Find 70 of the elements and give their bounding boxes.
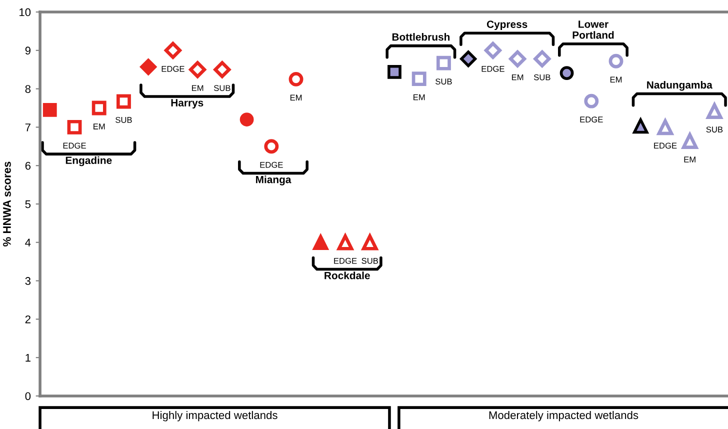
point bbox=[362, 234, 378, 250]
y-tick-label: 2 bbox=[25, 315, 30, 324]
point bbox=[632, 118, 648, 134]
point bbox=[337, 234, 354, 250]
point bbox=[313, 234, 328, 250]
point bbox=[164, 42, 182, 59]
text: Rockdale bbox=[324, 272, 370, 280]
data-label: EDGE bbox=[580, 116, 603, 122]
text: Moderately impacted wetlands bbox=[489, 410, 638, 422]
point bbox=[42, 102, 57, 117]
data-label: EM bbox=[414, 94, 425, 100]
point bbox=[436, 56, 451, 70]
data-label: EM bbox=[610, 76, 622, 82]
data-label: SUB bbox=[214, 85, 230, 92]
data-label: EM bbox=[290, 94, 302, 101]
y-tick-label: 6 bbox=[25, 162, 31, 170]
point bbox=[264, 139, 279, 154]
data-label: EDGE bbox=[260, 162, 283, 168]
y-tick-label: 0 bbox=[25, 392, 31, 400]
data-label: SUB bbox=[706, 126, 723, 132]
point bbox=[240, 112, 254, 126]
point bbox=[682, 133, 698, 149]
series-label: Bottlebrush bbox=[392, 33, 450, 41]
point bbox=[140, 58, 157, 76]
point bbox=[388, 64, 402, 79]
data-label: EDGE bbox=[334, 258, 357, 264]
text: Mianga bbox=[256, 176, 292, 186]
data-label: SUB bbox=[436, 78, 452, 84]
point bbox=[560, 66, 574, 80]
data-label: EDGE bbox=[482, 66, 504, 72]
point bbox=[534, 50, 551, 68]
data-label: EM bbox=[192, 85, 204, 91]
point bbox=[460, 50, 477, 68]
series-label: Cypress bbox=[486, 20, 528, 30]
point bbox=[608, 54, 624, 68]
point bbox=[657, 119, 674, 136]
point bbox=[214, 61, 231, 78]
data-label: SUB bbox=[362, 258, 378, 264]
point bbox=[67, 120, 82, 134]
data-label: EM bbox=[684, 156, 696, 162]
point bbox=[92, 100, 106, 116]
y-tick-label: 4 bbox=[25, 238, 31, 246]
data-label: EDGE bbox=[654, 142, 677, 149]
data-label: EDGE bbox=[162, 66, 184, 72]
point bbox=[116, 94, 131, 109]
y-tick-label: 8 bbox=[25, 85, 31, 93]
point bbox=[484, 42, 502, 59]
y-tick-label: 5 bbox=[25, 200, 31, 208]
text: Engadine bbox=[66, 156, 112, 166]
y-axis-title: % HNWA scores bbox=[3, 162, 11, 246]
data-label: SUB bbox=[534, 74, 550, 80]
y-tick-label: 1 bbox=[26, 354, 30, 362]
text: Harrys bbox=[171, 99, 204, 108]
data-label: EM bbox=[512, 74, 524, 80]
data-label: EDGE bbox=[63, 142, 86, 149]
y-tick-label: 9 bbox=[25, 46, 30, 55]
point bbox=[288, 72, 304, 86]
series-label: Nadungamba bbox=[647, 80, 712, 91]
series-label: Lower Portland bbox=[572, 20, 614, 39]
point bbox=[509, 50, 526, 68]
data-label: SUB bbox=[116, 116, 132, 123]
y-tick-label: 3 bbox=[25, 277, 31, 285]
y-tick-label: 10 bbox=[20, 8, 31, 16]
point bbox=[412, 72, 426, 86]
point bbox=[706, 103, 722, 119]
y-tick-label: 7 bbox=[25, 124, 30, 132]
text: Highly impacted wetlands bbox=[152, 410, 278, 422]
point bbox=[189, 61, 206, 78]
point bbox=[584, 94, 599, 108]
data-label: EM bbox=[94, 124, 105, 130]
